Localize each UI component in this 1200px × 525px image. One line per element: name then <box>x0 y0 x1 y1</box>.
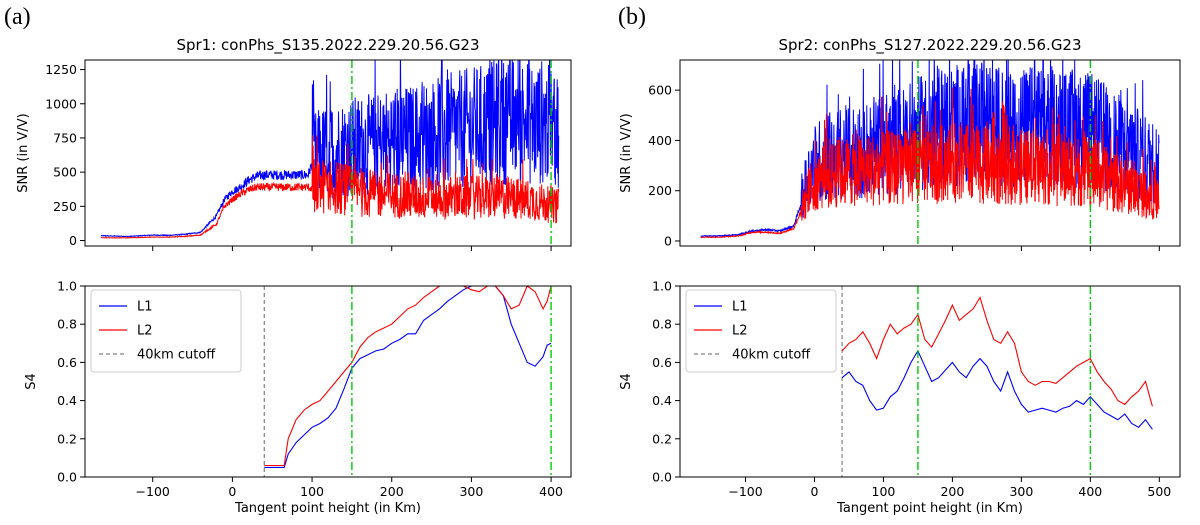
x-tick-label: 100 <box>872 484 896 499</box>
bottom-axes-frame <box>679 285 1181 478</box>
y-tick-label: 1.0 <box>57 279 77 294</box>
x-tick-label: 0 <box>228 484 236 499</box>
legend-label: L2 <box>137 324 153 339</box>
x-axis-label: Tangent point height (in Km) <box>234 501 421 516</box>
y-tick-label: 1.0 <box>652 279 672 294</box>
legend-label: 40km cutoff <box>137 348 216 363</box>
y-tick-label: 0.6 <box>652 355 672 370</box>
y-tick-label: 750 <box>53 130 77 145</box>
y-tick-label: 0.8 <box>652 317 672 332</box>
y-tick-label: 250 <box>53 199 77 214</box>
y-tick-label: 200 <box>648 183 672 198</box>
x-tick-label: 400 <box>539 484 563 499</box>
top-plot-area <box>700 60 1160 246</box>
series-line-red <box>700 87 1160 239</box>
x-tick-label: 300 <box>459 484 483 499</box>
series-line-red <box>100 135 560 239</box>
y-tick-label: 0.6 <box>57 355 77 370</box>
x-tick-label: −100 <box>728 484 762 499</box>
legend-label: L1 <box>137 300 153 315</box>
chart-title: Spr1: conPhs_S135.2022.229.20.56.G23 <box>176 36 479 55</box>
legend-label: L2 <box>732 324 748 339</box>
y-axis-label: S4 <box>24 373 39 390</box>
y-tick-label: 0.0 <box>57 470 77 485</box>
x-tick-label: −100 <box>136 484 170 499</box>
series-line-blue <box>100 60 560 238</box>
bottom-plot-area <box>841 286 1153 477</box>
y-tick-label: 0.2 <box>652 431 672 446</box>
top-plot-area <box>100 60 560 246</box>
x-tick-label: 200 <box>380 484 404 499</box>
x-tick-label: 400 <box>1078 484 1102 499</box>
y-tick-label: 0.4 <box>652 393 672 408</box>
x-tick-label: 200 <box>940 484 964 499</box>
legend-label: L1 <box>732 300 748 315</box>
y-tick-label: 0.8 <box>57 317 77 332</box>
legend-box <box>90 289 242 373</box>
panel-label: (a) <box>4 4 31 30</box>
x-tick-label: 300 <box>1009 484 1033 499</box>
legend-label: 40km cutoff <box>732 348 811 363</box>
y-axis-label: SNR (in V/V) <box>619 113 634 192</box>
top-axes-frame <box>679 59 1181 247</box>
bottom-plot-area <box>263 286 552 477</box>
y-tick-label: 0.4 <box>57 393 77 408</box>
y-tick-label: 1250 <box>45 62 77 77</box>
y-axis-label: SNR (in V/V) <box>16 113 31 192</box>
y-tick-label: 0.0 <box>652 470 672 485</box>
chart-title: Spr2: conPhs_S127.2022.229.20.56.G23 <box>778 36 1081 55</box>
y-tick-label: 500 <box>53 165 77 180</box>
x-tick-label: 0 <box>811 484 819 499</box>
legend-box <box>685 289 837 373</box>
series-line-L2 <box>264 286 552 467</box>
series-line-L1 <box>264 286 552 468</box>
legend: L1 L2 40km cutoff <box>685 289 837 373</box>
legend: L1 L2 40km cutoff <box>90 289 242 373</box>
series-line-L2 <box>841 296 1153 407</box>
y-tick-label: 600 <box>648 83 672 98</box>
x-tick-label: 100 <box>300 484 324 499</box>
x-axis-label: Tangent point height (in Km) <box>836 501 1023 516</box>
bottom-axes-frame <box>84 285 572 478</box>
y-tick-label: 0.2 <box>57 431 77 446</box>
y-tick-label: 0 <box>69 233 77 248</box>
panel-label: (b) <box>618 4 646 30</box>
series-line-L1 <box>841 349 1153 430</box>
y-tick-label: 0 <box>664 233 672 248</box>
top-axes-frame <box>84 59 572 247</box>
y-tick-label: 400 <box>648 133 672 148</box>
y-axis-label: S4 <box>619 373 634 390</box>
x-tick-label: 500 <box>1147 484 1171 499</box>
y-tick-label: 1000 <box>45 96 77 111</box>
